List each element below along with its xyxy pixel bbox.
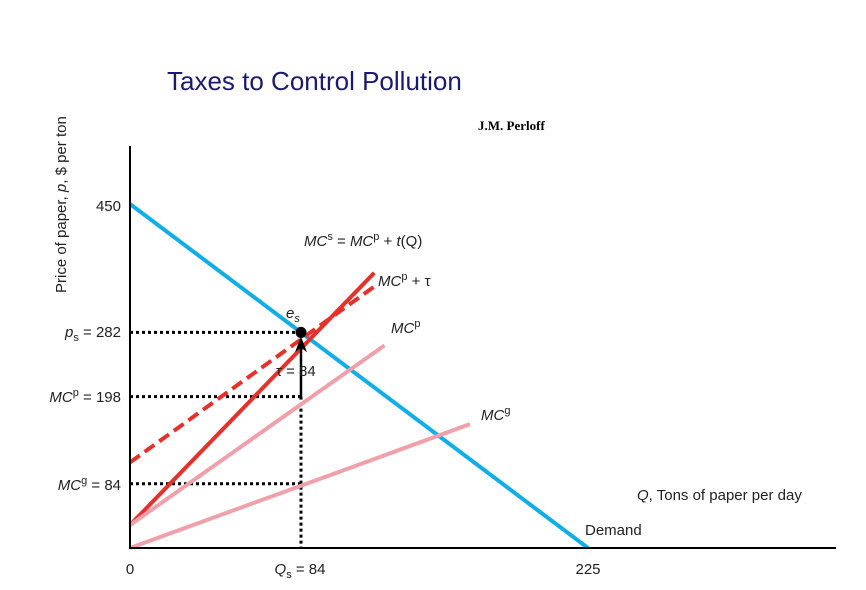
mcp-plus-tax-curve-label: MCp + τ [378,271,431,290]
mcs-curve-label: MCs = MCp + t(Q) [304,231,422,250]
y-tick-label-mcp: MCp = 198 [49,387,121,406]
axes [129,146,836,549]
mcg-curve-label: MCg [481,405,510,424]
x-tick-label-qs: Qs = 84 [275,561,326,581]
chart-title: Taxes to Control Pollution [167,66,462,96]
mcg-curve [129,422,471,550]
y-tick-label-ps: ps = 282 [64,324,121,344]
equilibrium-label: es [286,305,300,325]
x-tick-label-225: 225 [575,561,600,578]
x-tick-label-0: 0 [126,561,134,578]
mcp-curve-label: MCp [391,318,420,337]
equilibrium-point [295,326,307,338]
x-axis-label: Q, Tons of paper per day [637,487,802,504]
y-tick-label-450: 450 [96,198,121,215]
marks [294,326,307,397]
y-axis-label: Price of paper, p, $ per ton [53,116,70,293]
demand-curve-label: Demand [585,522,642,539]
tax-label: τ = 84 [276,363,316,380]
curves [128,202,590,550]
y-tick-label-mcg: MCg = 84 [58,475,121,494]
mcs-curve [128,271,376,527]
demand-curve [128,202,590,550]
mcp-curve [128,343,386,527]
author-credit: J.M. Perloff [478,118,545,133]
mcpt-curve [128,284,376,465]
tax-arrow-head [294,336,307,353]
guide-lines [130,330,303,548]
